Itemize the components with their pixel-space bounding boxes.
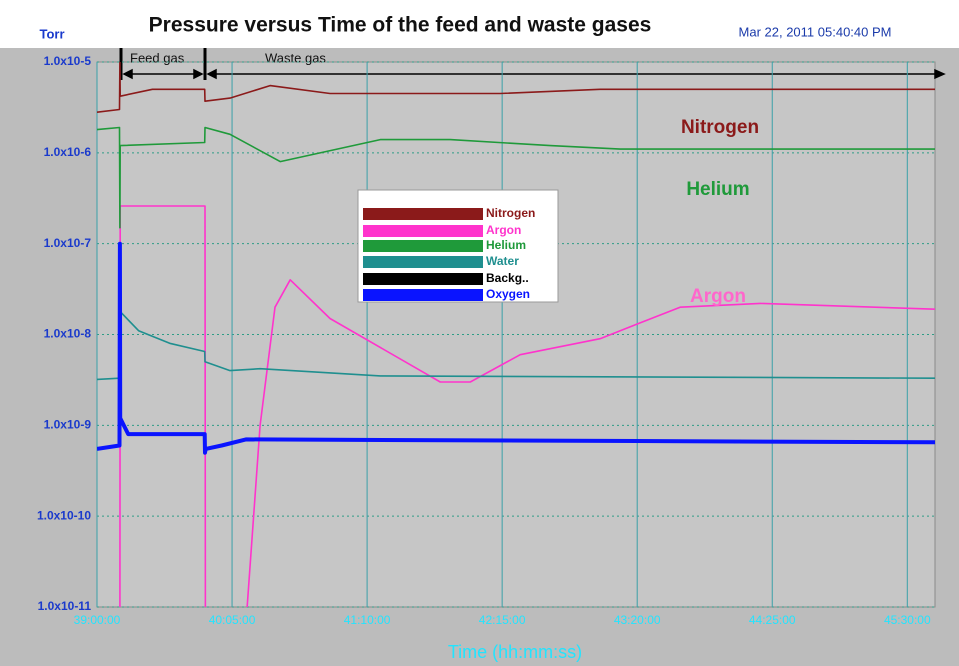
x-tick-label: 45:30:00 — [884, 613, 931, 627]
x-tick-label: 42:15:00 — [479, 613, 526, 627]
x-axis-label: Time (hh:mm:ss) — [448, 642, 582, 662]
x-tick-label: 39:00:00 — [74, 613, 121, 627]
series-line — [97, 62, 935, 113]
legend-swatch — [363, 208, 483, 220]
legend-swatch — [363, 273, 483, 285]
annotation: Feed gas — [130, 50, 185, 65]
y-tick-label: 1.0x10-10 — [37, 508, 91, 522]
phase-arrows — [122, 68, 946, 80]
legend-label: Oxygen — [486, 287, 530, 301]
legend-swatch — [363, 256, 483, 268]
y-tick-label: 1.0x10-6 — [44, 145, 92, 159]
header-band — [0, 0, 959, 48]
y-tick-label: 1.0x10-5 — [44, 54, 92, 68]
y-axis-label: Torr — [39, 26, 64, 41]
arrow-head — [122, 68, 204, 80]
legend-label: Argon — [486, 223, 521, 237]
series-line — [119, 205, 935, 607]
series-label: Helium — [686, 179, 749, 200]
series-line — [97, 241, 935, 455]
grid — [96, 61, 935, 608]
x-tick-label: 43:20:00 — [614, 613, 661, 627]
legend-label: Backg.. — [486, 271, 529, 285]
phase-markers — [119, 48, 207, 80]
legend-label: Water — [486, 254, 519, 268]
legend-label: Nitrogen — [486, 206, 535, 220]
plot-area — [96, 61, 936, 608]
y-tick-label: 1.0x10-7 — [44, 236, 92, 250]
y-tick-label: 1.0x10-8 — [44, 327, 92, 341]
legend-swatch — [363, 240, 483, 252]
annotation: Waste gas — [265, 50, 326, 65]
y-tick-label: 1.0x10-11 — [38, 599, 92, 613]
legend-label: Helium — [486, 238, 526, 252]
y-tick-label: 1.0x10-9 — [44, 418, 92, 432]
lines — [97, 62, 935, 607]
timestamp: Mar 22, 2011 05:40:40 PM — [739, 24, 892, 39]
series-line — [97, 126, 935, 229]
arrow-head — [206, 68, 946, 80]
series-label: Argon — [690, 286, 746, 307]
x-tick-label: 40:05:00 — [209, 613, 256, 627]
series-label: Nitrogen — [681, 117, 759, 138]
x-tick-label: 41:10:00 — [344, 613, 391, 627]
legend-swatch — [363, 225, 483, 237]
chart-title: Pressure versus Time of the feed and was… — [149, 14, 652, 37]
legend-swatch — [363, 289, 483, 301]
x-tick-label: 44:25:00 — [749, 613, 796, 627]
